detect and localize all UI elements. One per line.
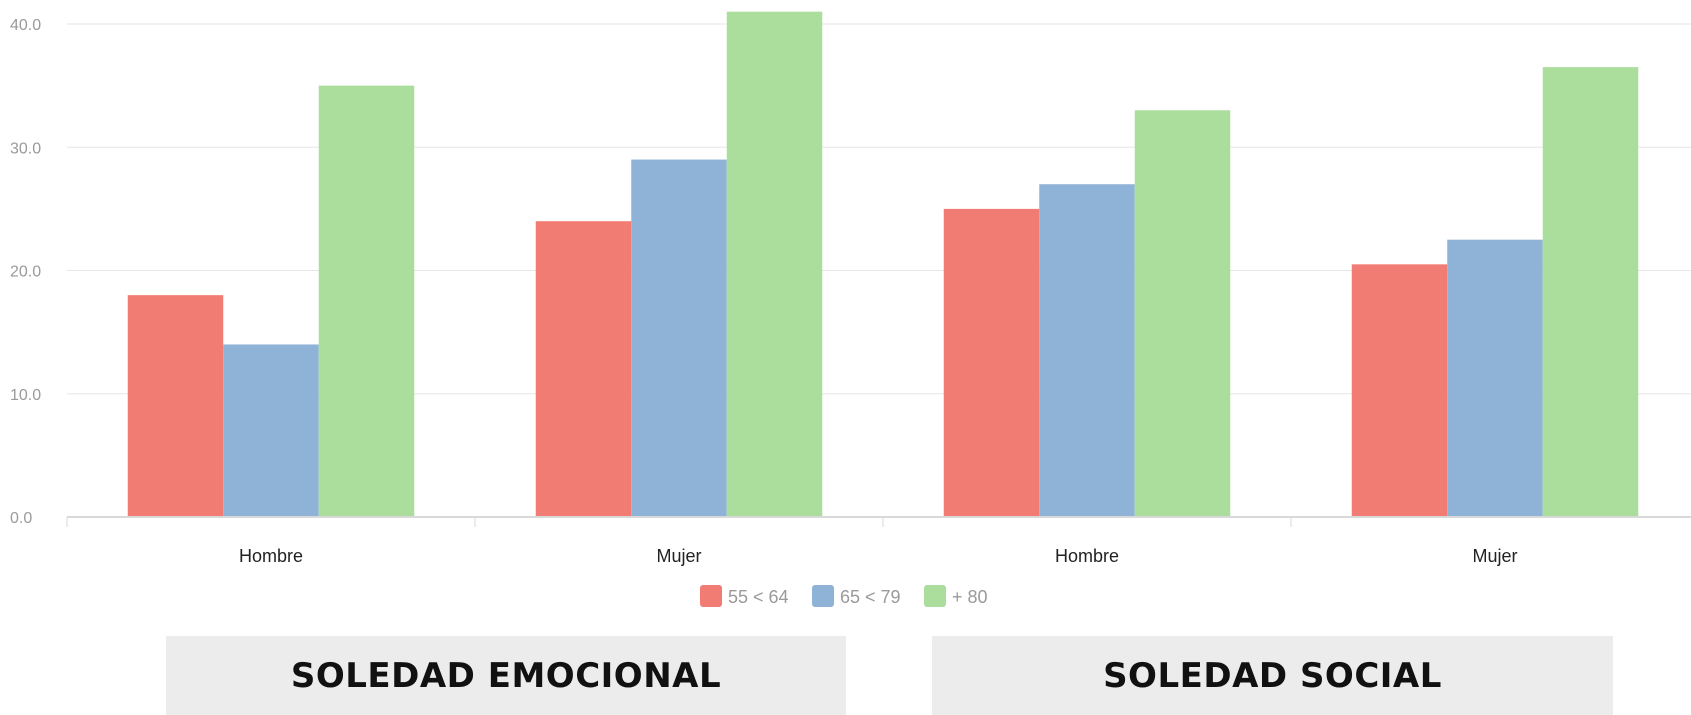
group-box-emotional: SOLEDAD EMOCIONAL <box>166 636 846 715</box>
x-tick-label: Mujer <box>656 546 701 566</box>
bar-chart: 0.0 10.0 20.0 30.0 40.0 Hombre Mujer Hombre Muj… <box>10 11 1691 607</box>
bar <box>318 85 415 517</box>
group-title-social: SOLEDAD SOCIAL <box>1103 655 1442 696</box>
bar <box>631 159 727 517</box>
bar <box>127 295 224 517</box>
y-tick-label: 30.0 <box>10 140 41 157</box>
legend-label: 65 < 79 <box>840 587 901 607</box>
bar <box>1542 67 1639 517</box>
bar <box>943 208 1040 517</box>
x-tick-label: Mujer <box>1472 546 1517 566</box>
bar <box>1351 264 1448 517</box>
bars <box>127 11 1639 518</box>
legend: 55 < 64 65 < 79 + 80 <box>700 585 988 607</box>
x-axis-ticks: Hombre Mujer Hombre Mujer <box>239 546 1518 566</box>
bar <box>535 221 632 517</box>
bar <box>1447 239 1543 517</box>
y-tick-label: 10.0 <box>10 387 41 404</box>
y-tick-label: 20.0 <box>10 264 41 281</box>
y-tick-label: 0.0 <box>10 510 32 527</box>
x-tick-label: Hombre <box>1055 546 1119 566</box>
bar <box>1039 184 1135 517</box>
y-axis-ticks: 0.0 10.0 20.0 30.0 40.0 <box>10 17 41 527</box>
legend-swatch <box>700 585 722 607</box>
group-box-social: SOLEDAD SOCIAL <box>932 636 1613 715</box>
legend-label: 55 < 64 <box>728 587 789 607</box>
x-axis <box>66 516 1691 527</box>
legend-swatch <box>924 585 946 607</box>
y-tick-label: 40.0 <box>10 17 41 34</box>
bar <box>223 344 319 517</box>
legend-label: + 80 <box>952 587 988 607</box>
group-title-emotional: SOLEDAD EMOCIONAL <box>290 655 722 696</box>
x-tick-label: Hombre <box>239 546 303 566</box>
legend-swatch <box>812 585 834 607</box>
bar <box>726 11 823 518</box>
bar <box>1134 110 1231 518</box>
